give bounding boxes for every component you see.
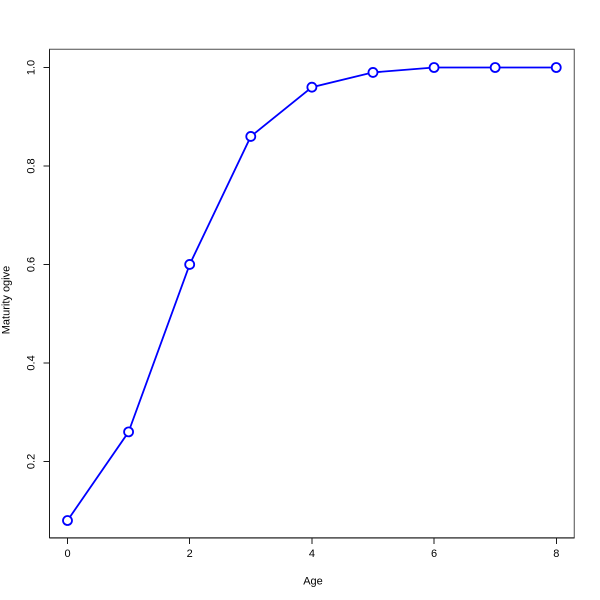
svg-text:Maturity ogive: Maturity ogive [1, 266, 13, 334]
svg-text:0.6: 0.6 [26, 257, 38, 272]
svg-text:4: 4 [309, 548, 315, 560]
svg-text:0.4: 0.4 [26, 355, 38, 370]
svg-text:8: 8 [553, 548, 559, 560]
svg-text:0.2: 0.2 [26, 454, 38, 469]
svg-text:2: 2 [187, 548, 193, 560]
svg-text:6: 6 [431, 548, 437, 560]
svg-text:Age: Age [303, 576, 323, 588]
svg-text:1.0: 1.0 [26, 60, 38, 75]
svg-text:0.8: 0.8 [26, 158, 38, 173]
svg-text:0: 0 [64, 548, 70, 560]
